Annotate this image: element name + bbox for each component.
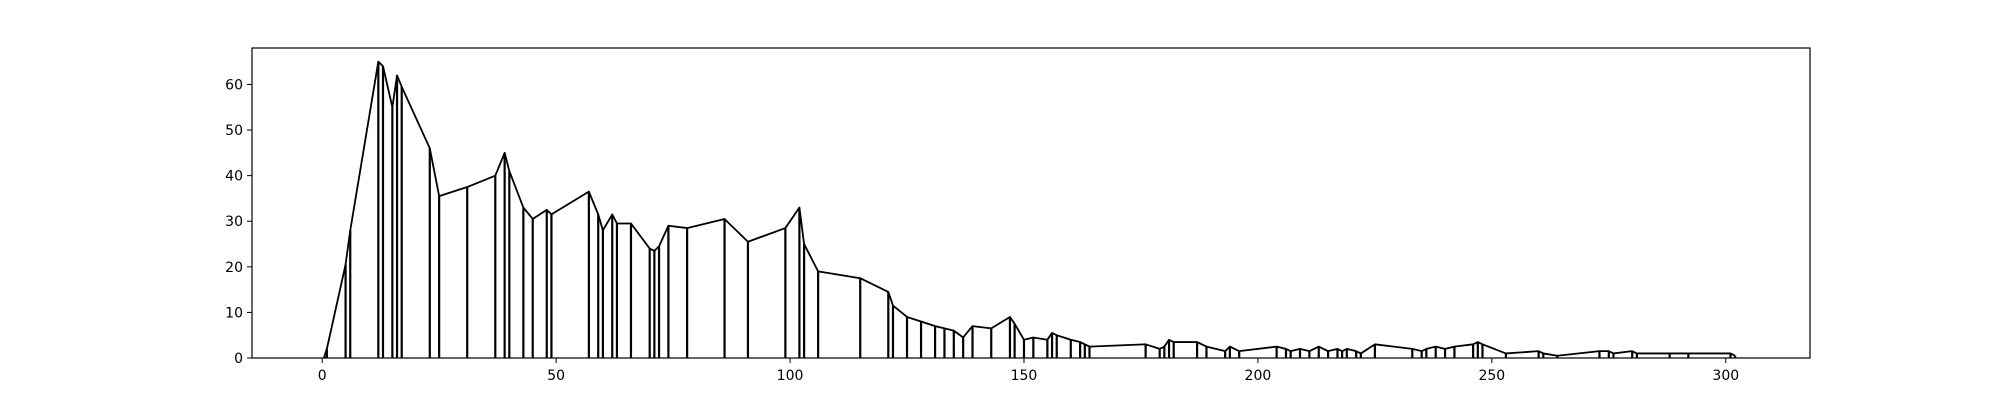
series-line (323, 60, 1736, 357)
x-tick-label: 50 (547, 368, 565, 384)
x-tick-label: 250 (1478, 368, 1505, 384)
x-tick-label: 150 (1011, 368, 1038, 384)
line-layer (323, 60, 1736, 357)
y-tick-label: 40 (225, 169, 243, 185)
x-tick-label: 100 (777, 368, 804, 384)
y-tick-label: 10 (225, 305, 243, 321)
y-tick-label: 20 (225, 260, 243, 276)
stems-layer (323, 61, 1737, 358)
x-tick-label: 0 (318, 368, 327, 384)
y-tick-label: 60 (225, 77, 243, 93)
x-tick-label: 200 (1245, 368, 1272, 384)
y-axis: 0 10 20 30 40 50 60 (225, 77, 252, 367)
y-tick-label: 50 (225, 123, 243, 139)
x-axis: 0 50 100 150 200 250 300 (318, 358, 1739, 384)
y-tick-label: 0 (234, 351, 243, 367)
x-tick-label: 300 (1712, 368, 1739, 384)
plot-area-frame (251, 47, 1811, 359)
y-tick-label: 30 (225, 214, 243, 230)
